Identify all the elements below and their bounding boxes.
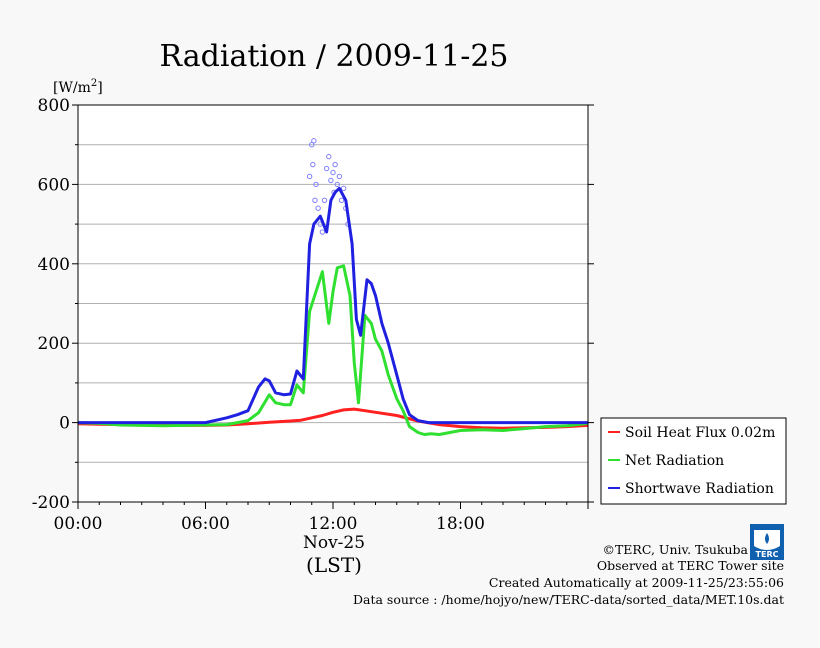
shortwave-scatter-point xyxy=(319,229,326,235)
y-tick-label: 0 xyxy=(59,414,70,434)
shortwave-scatter-point xyxy=(310,161,316,168)
x-tick-label: 18:00 xyxy=(436,514,485,534)
shortwave-scatter-point xyxy=(334,181,340,188)
x-axis-unit-label: (LST) xyxy=(306,553,362,577)
shortwave-scatter-point xyxy=(312,197,318,203)
shortwave-scatter-point xyxy=(330,169,336,176)
x-tick-label: 00:00 xyxy=(54,514,103,534)
x-axis-date-label: Nov-25 xyxy=(303,533,365,553)
shortwave-scatter-point xyxy=(338,197,345,203)
series-layer xyxy=(77,138,589,436)
y-axis-label-base: [W/m xyxy=(53,80,91,96)
shortwave-scatter-point xyxy=(311,138,317,144)
shortwave-scatter-point xyxy=(323,165,330,172)
y-tick-label: 400 xyxy=(38,255,70,275)
shortwave-scatter-point xyxy=(321,197,328,203)
legend-box xyxy=(600,417,787,505)
footer-created: Created Automatically at 2009-11-25/23:5… xyxy=(488,575,784,590)
footer-source: Data source : /home/hojyo/new/TERC-data/… xyxy=(352,592,784,607)
legend-label-net: Net Radiation xyxy=(625,453,724,469)
shortwave-scatter-point xyxy=(336,173,343,180)
shortwave-scatter-point xyxy=(340,185,347,192)
y-tick-label: 800 xyxy=(38,96,70,116)
y-axis-label-sup: 2 xyxy=(91,78,97,89)
logo-text: TERC xyxy=(756,550,779,559)
y-axis-label: [W/m2] xyxy=(53,78,103,96)
legend: Soil Heat Flux 0.02m Net Radiation Short… xyxy=(600,417,787,505)
x-tick-label: 06:00 xyxy=(181,514,230,534)
footer-observed: Observed at TERC Tower site xyxy=(596,558,784,573)
legend-label-soil: Soil Heat Flux 0.02m xyxy=(625,425,775,441)
shortwave-scatter-point xyxy=(328,177,334,184)
chart-title: Radiation / 2009-11-25 xyxy=(159,39,508,74)
net-radiation-line xyxy=(77,264,589,436)
shortwave-scatter-point xyxy=(332,161,338,168)
shortwave-scatter-point xyxy=(306,173,313,180)
shortwave-scatter-point xyxy=(313,181,319,188)
legend-label-shortwave: Shortwave Radiation xyxy=(625,481,774,497)
shortwave-scatter-point xyxy=(315,205,321,211)
shortwave-scatter-point xyxy=(309,142,315,148)
y-tick-label: -200 xyxy=(32,493,70,513)
terc-logo-icon: TERC xyxy=(750,524,784,560)
footer-copyright: ©TERC, Univ. Tsukuba xyxy=(602,542,748,557)
shortwave-scatter-point xyxy=(326,153,332,160)
y-axis-label-close: ] xyxy=(97,80,102,96)
y-tick-label: 600 xyxy=(38,175,70,195)
y-tick-label: 200 xyxy=(38,334,70,354)
shortwave-radiation-line xyxy=(78,186,588,425)
x-tick-label: 12:00 xyxy=(309,514,358,534)
